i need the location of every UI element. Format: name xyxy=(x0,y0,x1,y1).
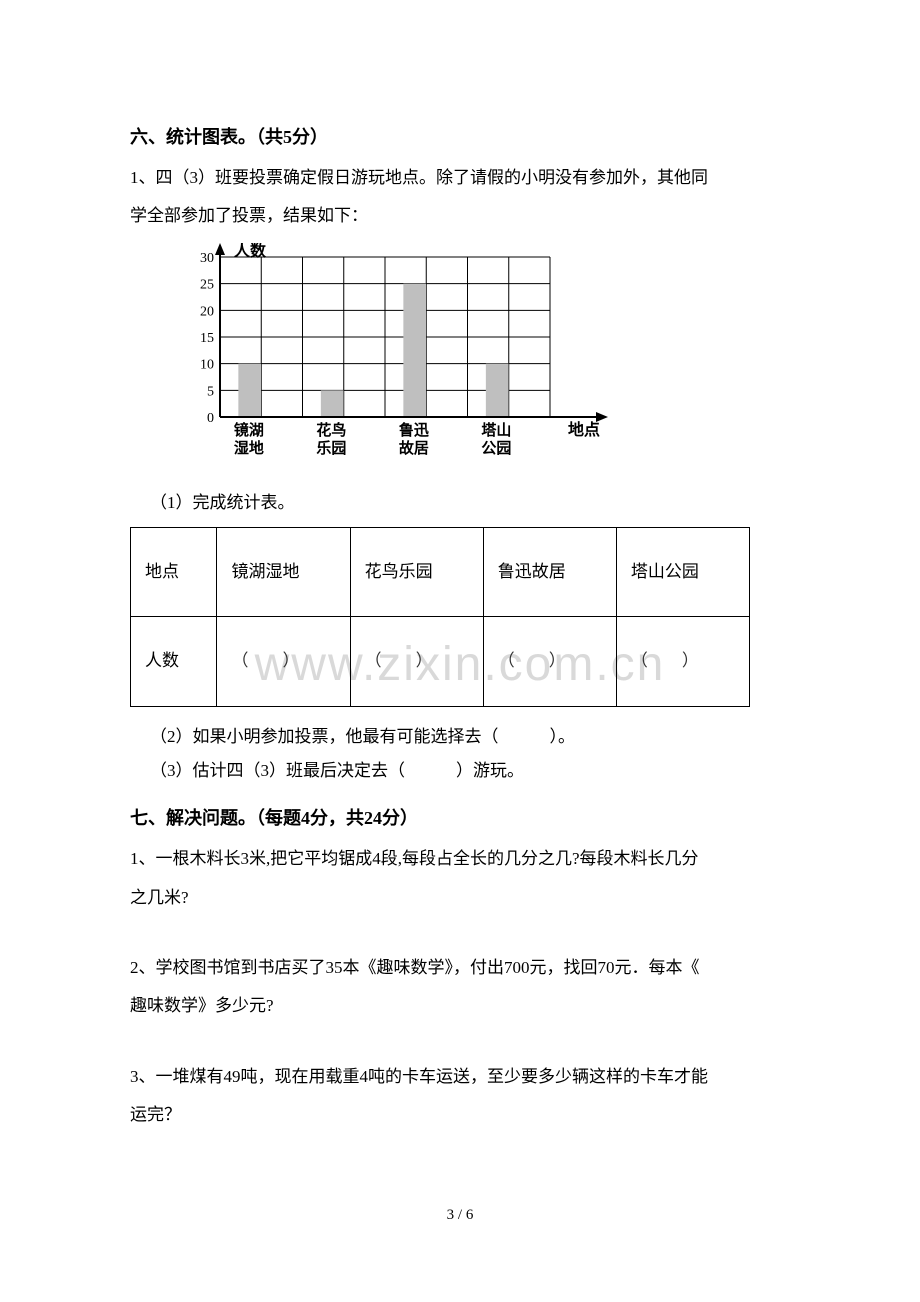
page-number: 3 / 6 xyxy=(130,1201,790,1230)
q3-line-1: 3、一堆煤有49吨，现在用载重4吨的卡车运送，至少要多少辆这样的卡车才能 xyxy=(130,1061,790,1093)
sub-item-2: （2）如果小明参加投票，他最有可能选择去（ ）。 xyxy=(150,721,790,753)
section-6-intro-line-2: 学全部参加了投票，结果如下： xyxy=(130,200,790,232)
q3-line-2: 运完？ xyxy=(130,1099,790,1131)
table-row-label: 人数 xyxy=(131,617,217,706)
table-blank-cell: （ ） xyxy=(483,617,616,706)
svg-text:10: 10 xyxy=(200,357,214,372)
table-header-cell: 地点 xyxy=(131,528,217,617)
svg-text:塔山: 塔山 xyxy=(481,421,511,439)
svg-text:镜湖: 镜湖 xyxy=(234,421,264,439)
section-6-intro-line-1: 1、四（3）班要投票确定假日游玩地点。除了请假的小明没有参加外，其他同 xyxy=(130,162,790,194)
section-6-heading: 六、统计图表。（共5分） xyxy=(130,120,790,154)
table-header-cell: 花鸟乐园 xyxy=(350,528,483,617)
q2-line-2: 趣味数学》多少元? xyxy=(130,990,790,1022)
table-header-cell: 鲁迅故居 xyxy=(483,528,616,617)
svg-text:25: 25 xyxy=(200,277,214,292)
svg-text:鲁迅: 鲁迅 xyxy=(399,421,429,439)
svg-text:15: 15 xyxy=(200,331,214,346)
svg-text:0: 0 xyxy=(207,411,214,426)
svg-text:30: 30 xyxy=(200,251,214,266)
q2-line-1: 2、学校图书馆到书店买了35本《趣味数学》，付出700元，找回70元．每本《 xyxy=(130,952,790,984)
table-blank-cell: （ ） xyxy=(350,617,483,706)
svg-text:公园: 公园 xyxy=(481,440,511,457)
table-header-cell: 镜湖湿地 xyxy=(217,528,350,617)
table-blank-cell: （ ） xyxy=(217,617,350,706)
svg-text:故居: 故居 xyxy=(399,439,429,457)
bar-chart: 0 5 10 15 20 25 30 镜湖湿地 花鸟乐园 鲁迅故居 塔山公园 人数地点 xyxy=(170,243,630,473)
svg-text:湿地: 湿地 xyxy=(234,439,264,457)
svg-text:乐园: 乐园 xyxy=(316,439,346,457)
bar-chart-svg: 0 5 10 15 20 25 30 镜湖湿地 花鸟乐园 鲁迅故居 塔山公园 人数地点 xyxy=(170,243,630,473)
svg-text:5: 5 xyxy=(207,384,214,399)
sub-item-1: （1）完成统计表。 xyxy=(150,487,790,519)
svg-text:20: 20 xyxy=(200,304,214,319)
svg-text:花鸟: 花鸟 xyxy=(316,421,346,439)
table-row: 地点 镜湖湿地 花鸟乐园 鲁迅故居 塔山公园 xyxy=(131,528,750,617)
svg-text:地点: 地点 xyxy=(568,420,600,439)
section-7-heading: 七、解决问题。（每题4分，共24分） xyxy=(130,801,790,835)
q1-line-2: 之几米? xyxy=(130,882,790,914)
q1-line-1: 1、一根木料长3米,把它平均锯成4段,每段占全长的几分之几?每段木料长几分 xyxy=(130,843,790,875)
svg-text:人数: 人数 xyxy=(234,243,267,260)
table-row: 人数 （ ） （ ） （ ） （ ） xyxy=(131,617,750,706)
stat-table: 地点 镜湖湿地 花鸟乐园 鲁迅故居 塔山公园 人数 （ ） （ ） （ ） （ … xyxy=(130,527,750,707)
sub-item-3: （3）估计四（3）班最后决定去（ ）游玩。 xyxy=(150,755,790,787)
table-header-cell: 塔山公园 xyxy=(616,528,749,617)
table-blank-cell: （ ） xyxy=(616,617,749,706)
